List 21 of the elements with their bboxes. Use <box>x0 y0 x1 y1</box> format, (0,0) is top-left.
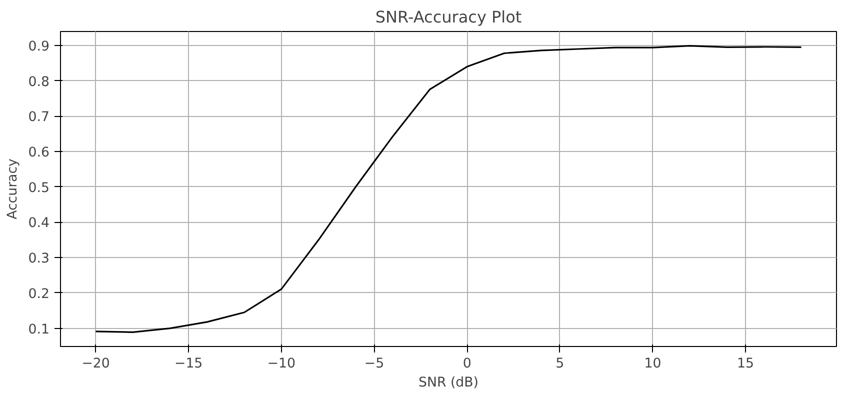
x-tick-label: −10 <box>267 356 296 372</box>
y-tick-label: 0.6 <box>28 146 50 161</box>
y-axis-title: Accuracy <box>5 158 20 220</box>
y-tick-label: 0.8 <box>28 74 50 90</box>
x-tick-label: −15 <box>174 356 203 372</box>
x-tick-label: 10 <box>644 356 662 372</box>
line-series <box>94 45 802 333</box>
x-tick-label: 5 <box>556 356 564 372</box>
y-tick-label: 0.2 <box>28 286 50 302</box>
y-tick-label: 0.4 <box>28 216 50 232</box>
y-tick-label: 0.7 <box>28 110 50 126</box>
x-tick-label: 0 <box>462 356 472 372</box>
x-tick-label: 15 <box>737 356 754 372</box>
y-tick-label: 0.1 <box>28 322 50 338</box>
x-tick-label: −20 <box>82 356 110 372</box>
y-tick-label: 0.3 <box>28 252 50 267</box>
chart-title: SNR-Accuracy Plot <box>375 8 522 26</box>
y-tick-label: 0.9 <box>28 39 50 54</box>
y-tick-label: 0.5 <box>28 180 50 196</box>
x-axis-title: SNR (dB) <box>418 376 478 390</box>
x-tick-label: −5 <box>364 356 384 372</box>
